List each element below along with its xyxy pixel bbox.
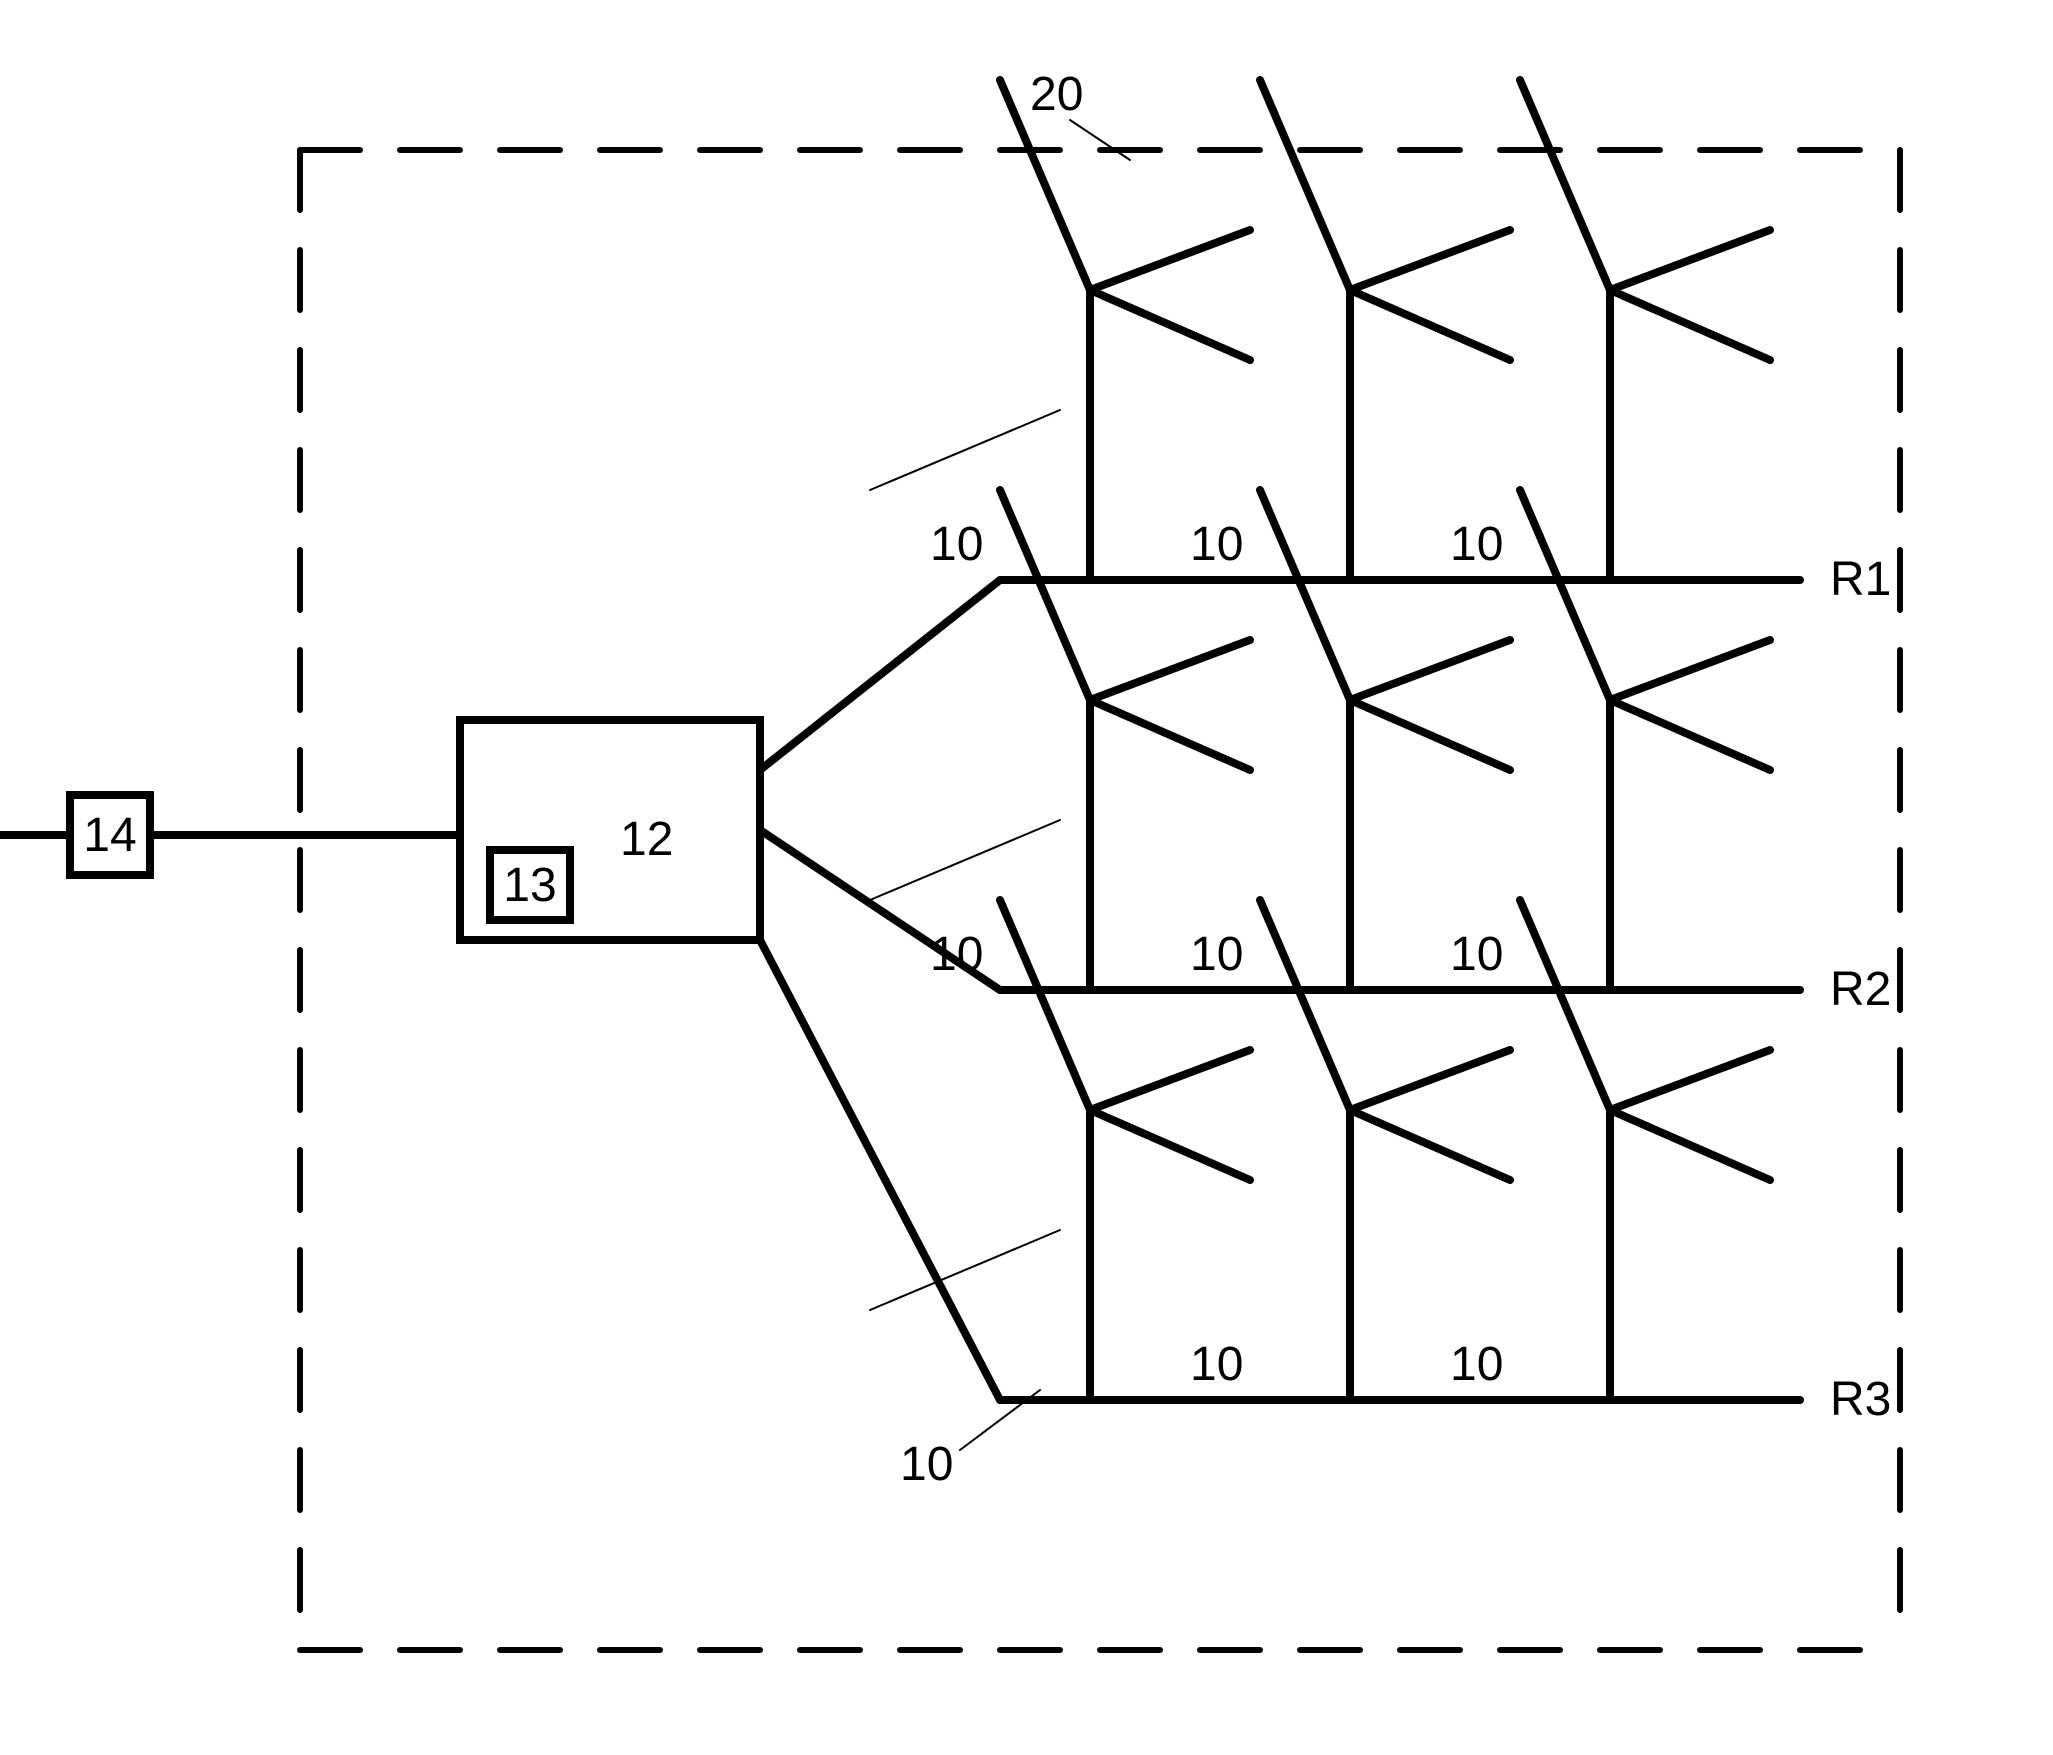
turbine-blade <box>1260 900 1350 1110</box>
turbine-blade <box>1610 700 1770 770</box>
turbine-label-R1-0: 10 <box>930 518 983 571</box>
node-14-label: 14 <box>83 809 136 862</box>
feeder-R3 <box>760 940 1000 1400</box>
turbine-blade <box>1350 1110 1510 1180</box>
thin-leader-0 <box>870 410 1060 490</box>
turbine-blade <box>1000 900 1090 1110</box>
turbine-blade <box>1090 640 1250 700</box>
turbine-blade <box>1260 80 1350 290</box>
turbine-R1-2 <box>1260 80 1510 580</box>
boundary-leader <box>1070 120 1130 160</box>
turbine-label-R2-2: 10 <box>1450 928 1503 981</box>
turbine-blade <box>1350 1050 1510 1110</box>
row-label-R2: R2 <box>1830 963 1891 1016</box>
boundary-label: 20 <box>1030 68 1083 121</box>
row-label-R3: R3 <box>1830 1373 1891 1426</box>
leader-label-R3: 10 <box>900 1438 953 1491</box>
turbine-label-R1-1: 10 <box>1190 518 1243 571</box>
turbine-label-R3-1: 10 <box>1450 1338 1503 1391</box>
turbine-blade <box>1090 700 1250 770</box>
feeder-R1 <box>760 580 1000 770</box>
turbine-blade <box>1610 1050 1770 1110</box>
turbine-blade <box>1090 1110 1250 1180</box>
turbine-blade <box>1520 900 1610 1110</box>
turbine-blade <box>1350 290 1510 360</box>
turbine-R3-3 <box>1520 900 1770 1400</box>
turbine-label-R2-1: 10 <box>1190 928 1243 981</box>
turbine-blade <box>1260 490 1350 700</box>
turbine-blade <box>1610 640 1770 700</box>
turbine-blade <box>1350 700 1510 770</box>
node-13-label: 13 <box>503 859 556 912</box>
turbine-blade <box>1090 1050 1250 1110</box>
turbine-blade <box>1610 290 1770 360</box>
thin-leader-1 <box>870 820 1060 900</box>
turbine-blade <box>1610 1110 1770 1180</box>
turbine-blade <box>1610 230 1770 290</box>
turbine-R1-1 <box>1000 80 1250 580</box>
turbine-blade <box>1000 490 1090 700</box>
turbine-blade <box>1520 490 1610 700</box>
turbine-label-R3-0: 10 <box>1190 1338 1243 1391</box>
turbine-blade <box>1090 290 1250 360</box>
turbine-R2-3 <box>1520 490 1770 990</box>
turbine-blade <box>1350 640 1510 700</box>
node-12-label: 12 <box>620 813 673 866</box>
turbine-blade <box>1520 80 1610 290</box>
turbine-label-R1-2: 10 <box>1450 518 1503 571</box>
thin-leader-2 <box>870 1230 1060 1310</box>
row-label-R1: R1 <box>1830 553 1891 606</box>
turbine-blade <box>1090 230 1250 290</box>
turbine-R1-3 <box>1520 80 1770 580</box>
turbine-label-R2-0: 10 <box>930 928 983 981</box>
turbine-blade <box>1350 230 1510 290</box>
